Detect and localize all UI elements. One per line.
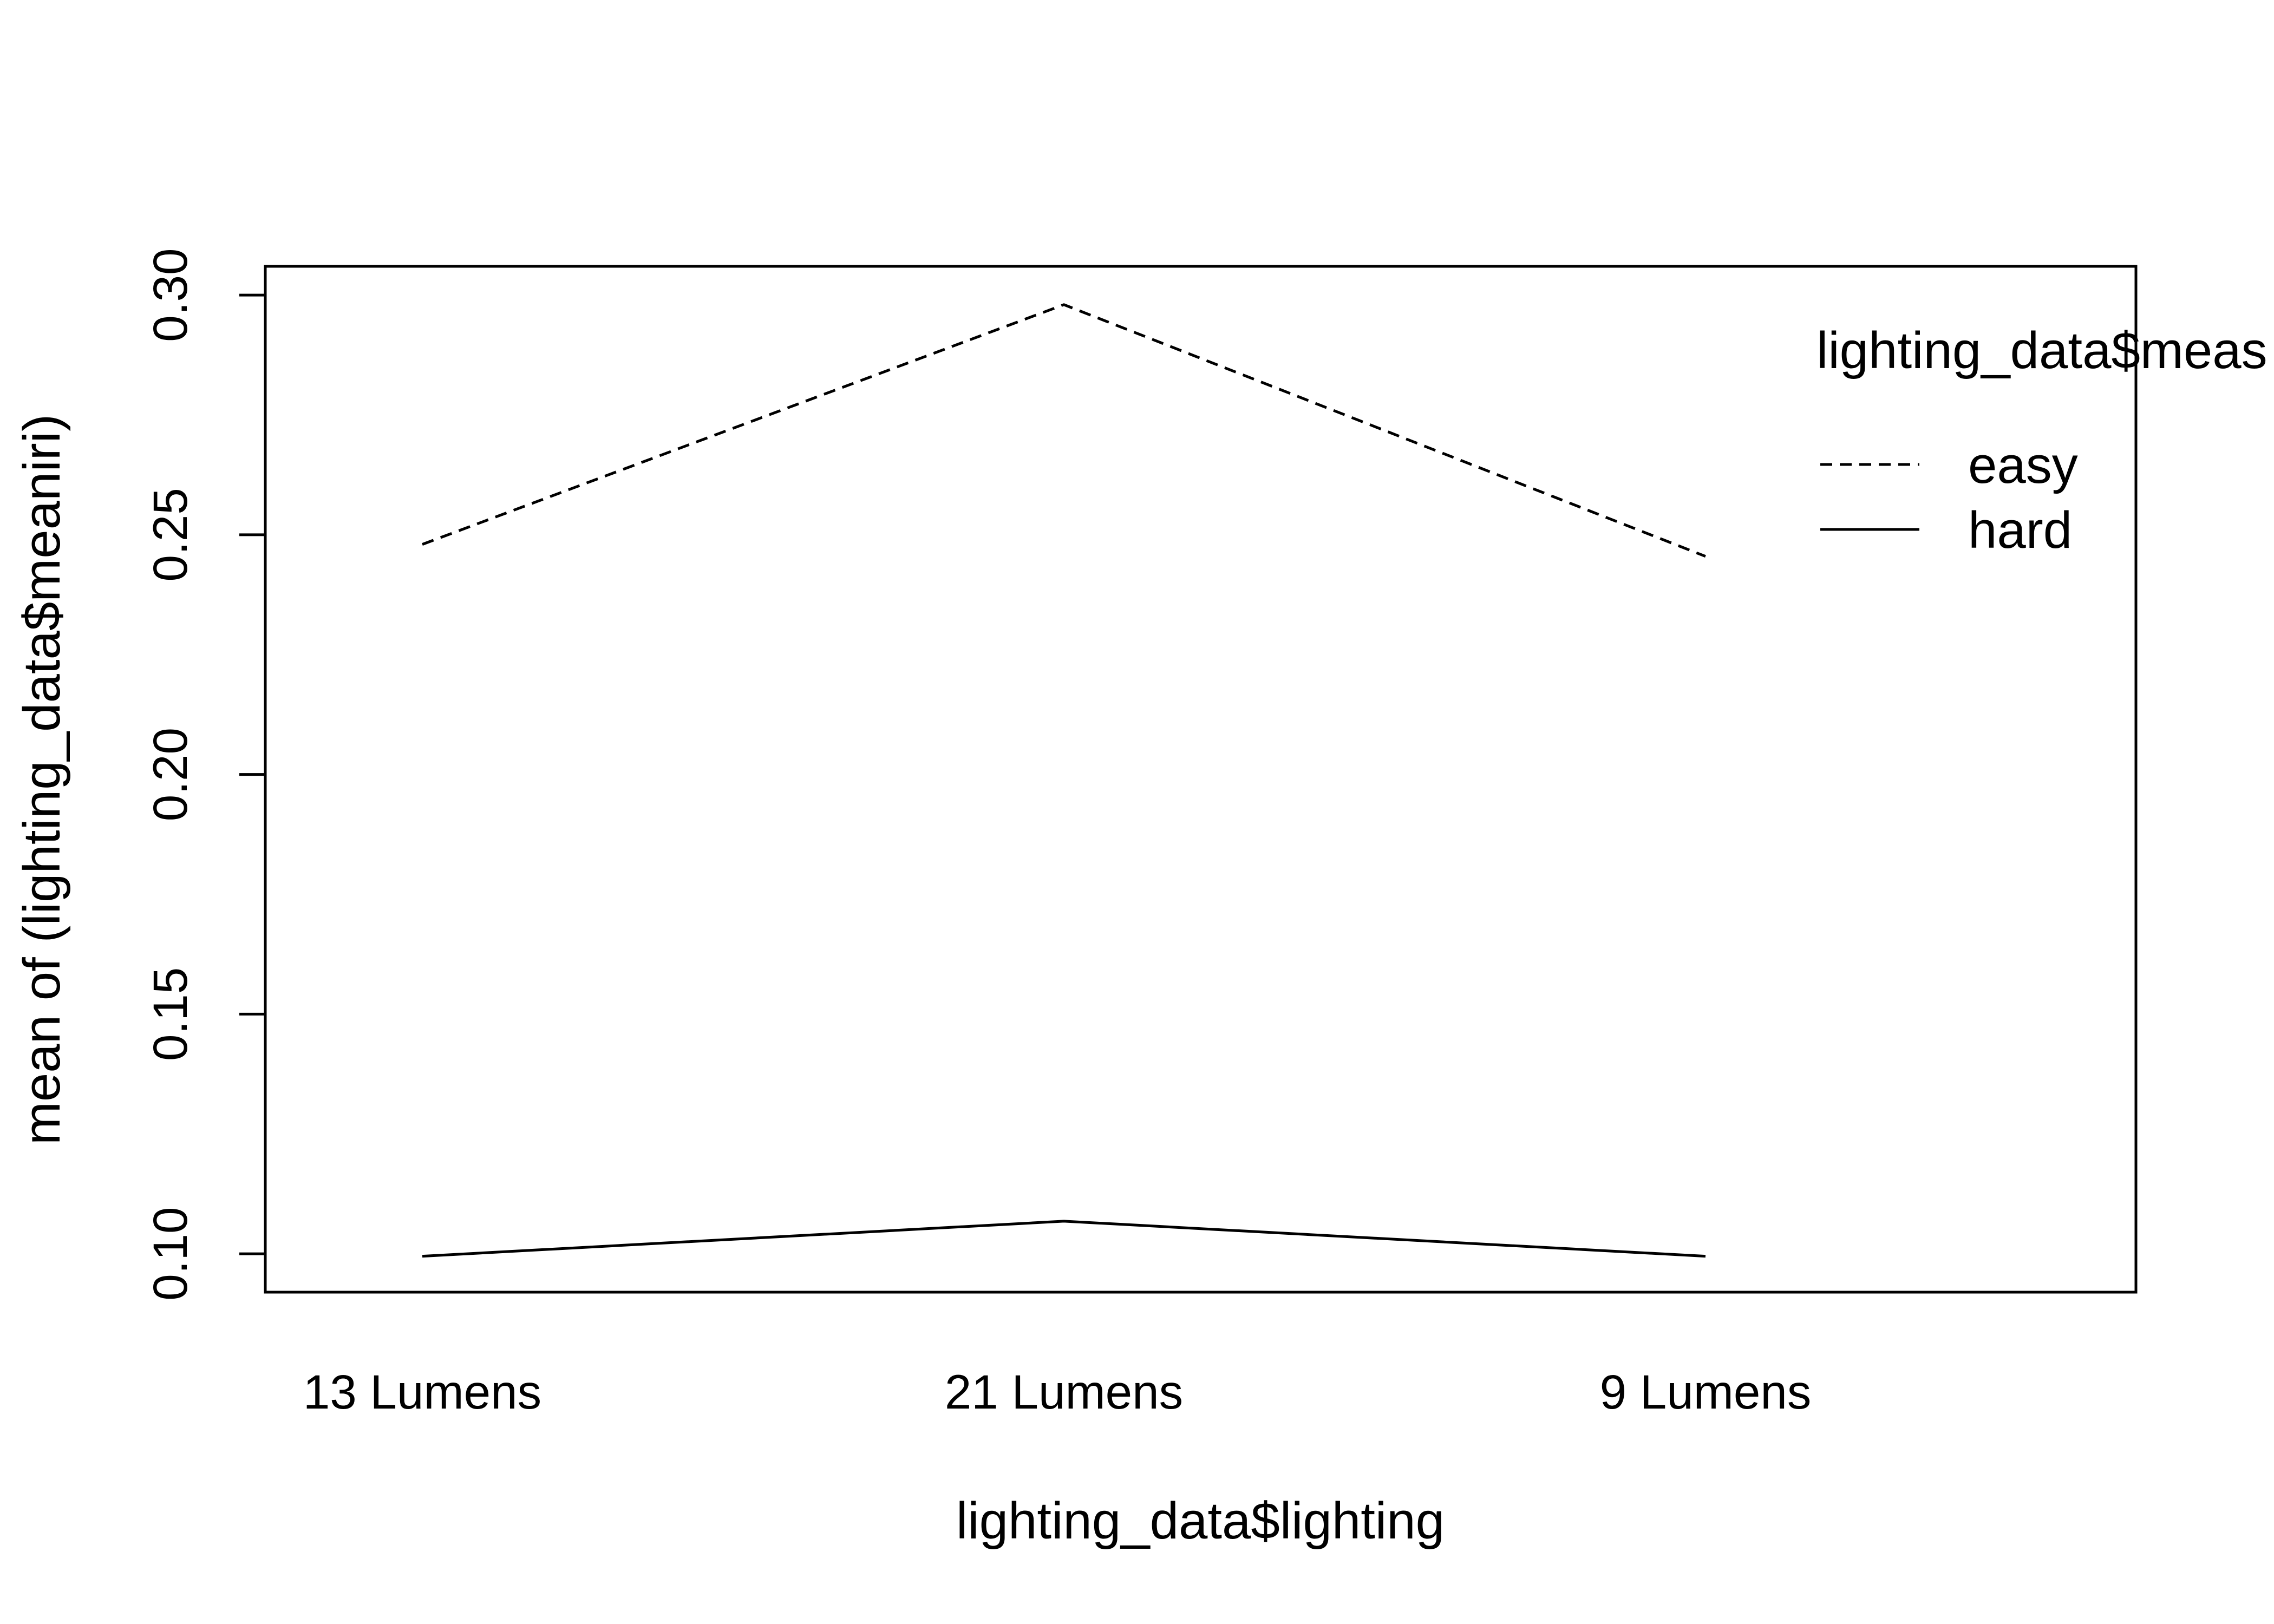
y-tick-label: 0.20 (143, 728, 197, 821)
x-tick-label: 21 Lumens (945, 1365, 1183, 1419)
y-tick-label: 0.15 (143, 967, 197, 1061)
series-line-hard (422, 1220, 1706, 1258)
legend: lighting_data$meas easy hard (1816, 322, 2268, 559)
x-tick-label: 13 Lumens (303, 1365, 541, 1419)
series-line-easy (422, 303, 1706, 558)
x-axis-title: lighting_data$lighting (956, 1492, 1445, 1550)
plot-frame (264, 265, 2138, 1294)
y-axis: 0.10 0.15 0.20 0.25 0.30 (143, 248, 267, 1301)
legend-label-easy: easy (1968, 436, 2078, 494)
x-tick-label: 9 Lumens (1600, 1365, 1812, 1419)
y-tick-label: 0.30 (143, 248, 197, 342)
y-axis-title: mean of (lighting_data$meaniri) (13, 414, 71, 1145)
y-tick-label: 0.10 (143, 1207, 197, 1301)
x-axis: 13 Lumens 21 Lumens 9 Lumens (303, 1365, 1812, 1419)
legend-title: lighting_data$meas (1816, 322, 2268, 379)
y-tick-label: 0.25 (143, 488, 197, 581)
series-lines (422, 303, 1706, 1258)
legend-label-hard: hard (1968, 501, 2072, 559)
